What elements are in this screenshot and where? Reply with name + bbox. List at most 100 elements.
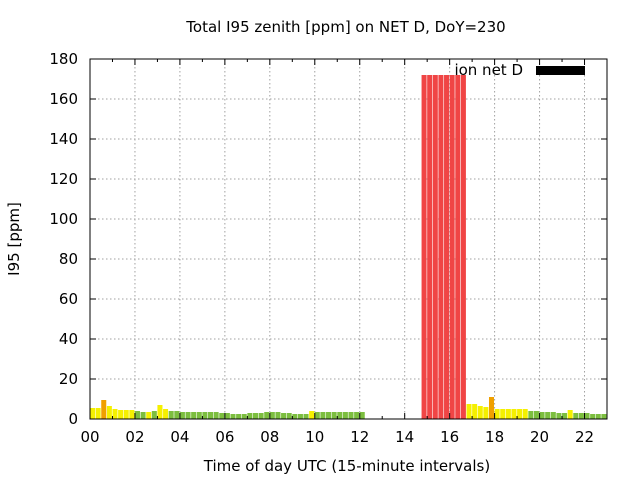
bar [578, 413, 584, 419]
bar [129, 410, 135, 419]
y-tick-label: 140 [49, 130, 78, 148]
bar [320, 412, 326, 419]
bar [112, 409, 118, 419]
bar [146, 412, 152, 419]
x-tick-label: 10 [305, 428, 324, 446]
bar [522, 409, 528, 419]
bar [303, 414, 309, 419]
bar [151, 411, 157, 419]
bar [309, 411, 315, 419]
bar [163, 409, 169, 419]
bar [185, 412, 191, 419]
bar [601, 414, 607, 419]
bar [230, 414, 236, 419]
bar [331, 412, 337, 419]
bar [550, 412, 556, 419]
bar [590, 414, 596, 419]
bar [337, 412, 343, 419]
bar [505, 409, 511, 419]
x-tick-label: 06 [215, 428, 234, 446]
bar [292, 414, 298, 419]
x-tick-label: 20 [530, 428, 549, 446]
x-tick-label: 02 [125, 428, 144, 446]
legend: ion net D [454, 61, 585, 79]
x-tick-labels: 00 02 04 06 08 10 12 14 16 18 20 22 [80, 428, 594, 446]
x-tick-label: 12 [350, 428, 369, 446]
y-tick-label: 0 [68, 410, 78, 428]
y-tick-labels: 0 20 40 60 80 100 120 140 160 180 [49, 50, 78, 428]
bar [275, 412, 281, 419]
bar [168, 411, 174, 419]
bar [511, 409, 517, 419]
bar [247, 413, 253, 419]
bar [297, 414, 303, 419]
bar [123, 410, 129, 419]
y-tick-label: 100 [49, 210, 78, 228]
bar [354, 412, 360, 419]
legend-swatch [536, 66, 585, 75]
bar [539, 412, 545, 419]
legend-label: ion net D [454, 61, 523, 79]
y-tick-label: 80 [59, 250, 78, 268]
bar [472, 404, 478, 419]
bar [432, 75, 438, 419]
chart-title: Total I95 zenith [ppm] on NET D, DoY=230 [185, 18, 505, 36]
x-tick-label: 16 [440, 428, 459, 446]
bar [533, 411, 539, 419]
x-tick-label: 04 [170, 428, 189, 446]
ticks [89, 58, 608, 420]
bar [421, 75, 427, 419]
bar [488, 397, 495, 419]
bar [174, 411, 180, 419]
bar [191, 412, 197, 419]
bar [584, 413, 590, 419]
bar [286, 413, 292, 419]
bar [106, 406, 112, 419]
bar [252, 413, 258, 419]
bar [224, 413, 230, 419]
x-tick-label: 08 [260, 428, 279, 446]
bar [444, 75, 450, 419]
bar [269, 412, 275, 419]
bar [494, 409, 500, 419]
bar [219, 413, 225, 419]
bar [157, 405, 163, 419]
bar [517, 409, 523, 419]
bar [326, 412, 332, 419]
bar [208, 412, 214, 419]
y-tick-label: 180 [49, 50, 78, 68]
bar [460, 75, 466, 419]
bar [545, 412, 551, 419]
x-tick-label: 18 [485, 428, 504, 446]
bar [258, 413, 264, 419]
x-tick-label: 22 [575, 428, 594, 446]
bar [213, 412, 219, 419]
bar [477, 406, 483, 419]
x-tick-label: 00 [80, 428, 99, 446]
bar [281, 413, 287, 419]
y-tick-label: 160 [49, 90, 78, 108]
bar [567, 410, 573, 419]
bar [449, 75, 455, 419]
bar [573, 413, 579, 419]
bars [90, 75, 607, 419]
bar [348, 412, 354, 419]
plot-frame [89, 58, 608, 420]
bar [134, 411, 140, 419]
bar [118, 410, 124, 419]
bar [595, 414, 601, 419]
bar [101, 400, 107, 419]
bar [466, 404, 472, 419]
bar [140, 412, 146, 419]
y-tick-label: 20 [59, 370, 78, 388]
bar [528, 411, 534, 419]
y-tick-label: 120 [49, 170, 78, 188]
y-axis-label: I95 [ppm] [5, 202, 23, 276]
bar [196, 412, 202, 419]
bar [500, 409, 506, 419]
bar [314, 412, 320, 419]
y-tick-label: 60 [59, 290, 78, 308]
bar [90, 408, 96, 419]
bar [359, 412, 365, 419]
